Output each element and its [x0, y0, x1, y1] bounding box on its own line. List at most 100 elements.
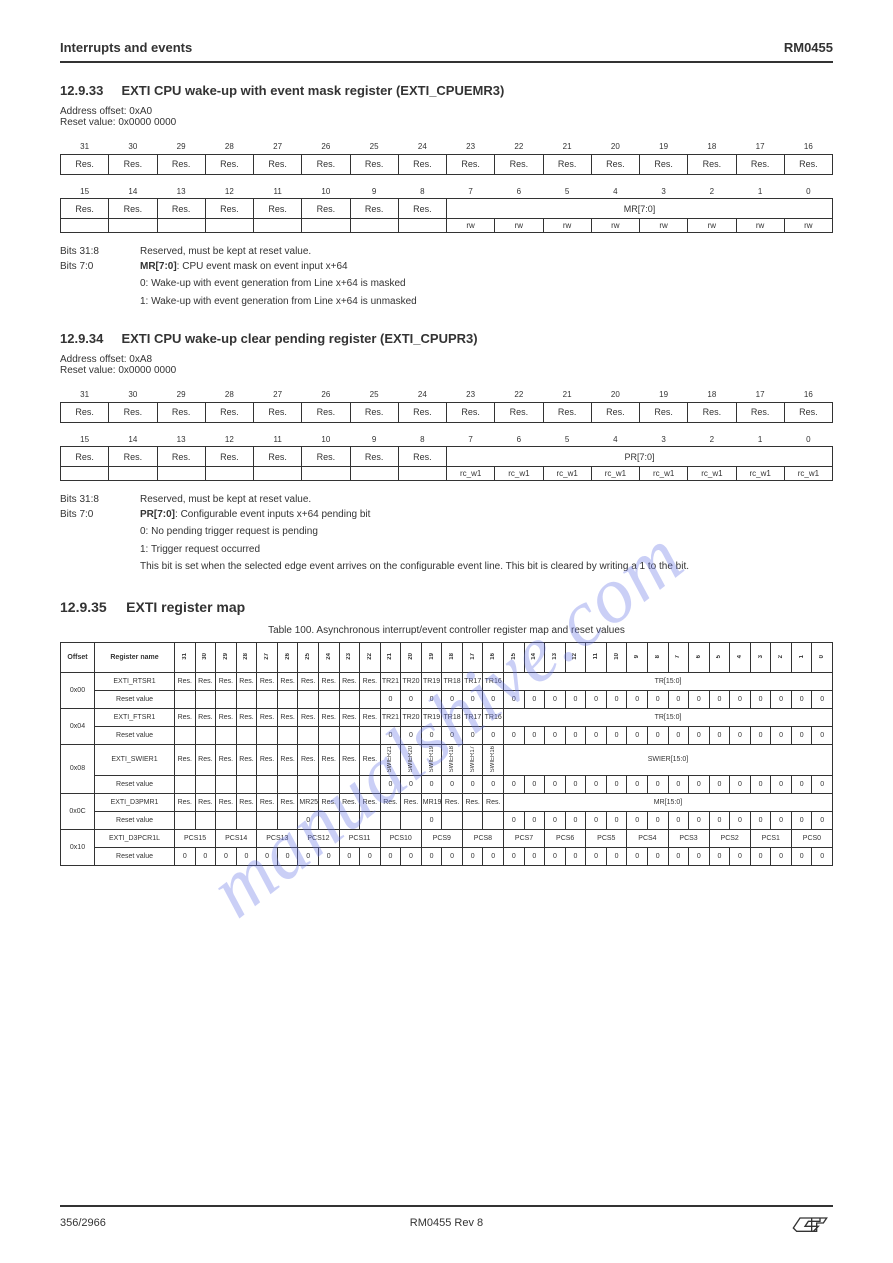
- map-bit-cell: [195, 811, 216, 829]
- map-header-cell: 25: [298, 642, 319, 672]
- bit-cell: 2: [688, 433, 736, 447]
- bit-cell: 31: [61, 140, 109, 154]
- map-bit-cell: 0: [606, 811, 627, 829]
- bit-cell: 25: [350, 388, 398, 402]
- map-bit-cell: 0: [709, 811, 730, 829]
- map-header-cell: 8: [647, 642, 668, 672]
- bit-cell: rc_w1: [688, 467, 736, 481]
- map-bit-cell: 0: [298, 847, 319, 865]
- reg1-field-line: : CPU event mask on event input x+64: [177, 261, 348, 272]
- bit-cell: 3: [640, 433, 688, 447]
- map-bit-cell: 0: [668, 726, 689, 744]
- map-header-cell: 23: [339, 642, 360, 672]
- map-bit-cell: 0: [791, 690, 812, 708]
- bit-cell: 27: [254, 388, 302, 402]
- map-bit-cell: SWIER20: [401, 744, 422, 775]
- map-bit-cell: 0: [504, 775, 525, 793]
- bit-cell: MR[7:0]: [447, 199, 833, 219]
- map-bit-cell: 0: [483, 726, 504, 744]
- bit-cell: Res.: [736, 402, 784, 422]
- map-bit-cell: 0: [277, 847, 298, 865]
- reg1-desc: Bits 31:8Reserved, must be kept at reset…: [60, 245, 833, 309]
- bit-cell: 3: [640, 185, 688, 199]
- map-bit-cell: 0: [627, 726, 648, 744]
- bit-cell: 26: [302, 388, 350, 402]
- reg1-title-text: EXTI CPU wake-up with event mask registe…: [121, 83, 504, 98]
- reg1-table-low: 1514131211109876543210 Res.Res.Res.Res.R…: [60, 185, 833, 234]
- map-bit-cell: [257, 811, 278, 829]
- footer-docid: RM0455 Rev 8: [410, 1217, 483, 1229]
- bit-cell: [61, 219, 109, 233]
- map-bit-cell: 0: [586, 847, 607, 865]
- map-bit-cell: Res.: [216, 672, 237, 690]
- map-bit-cell: PCS5: [586, 829, 627, 847]
- reg1-table-high: 31302928272625242322212019181716 Res.Res…: [60, 140, 833, 175]
- bit-cell: [254, 467, 302, 481]
- map-bit-cell: Res.: [318, 672, 339, 690]
- map-bit-cell: Res.: [236, 744, 257, 775]
- map-bit-cell: [216, 811, 237, 829]
- map-bit-cell: PCS1: [750, 829, 791, 847]
- map-bit-cell: Res.: [175, 708, 196, 726]
- map-bit-cell: 0: [565, 690, 586, 708]
- bit-cell: Res.: [784, 154, 832, 174]
- map-bit-cell: 0: [442, 690, 463, 708]
- map-bit-cell: 0: [524, 847, 545, 865]
- map-header-cell: 26: [277, 642, 298, 672]
- map-header-cell: Offset: [61, 642, 95, 672]
- map-bit-cell: PCS13: [257, 829, 298, 847]
- map-header-cell: 15: [504, 642, 525, 672]
- map-bit-cell: 0: [298, 811, 319, 829]
- map-header-cell: 9: [627, 642, 648, 672]
- map-bit-cell: 0: [812, 690, 833, 708]
- bit-cell: rw: [640, 219, 688, 233]
- bit-cell: rc_w1: [640, 467, 688, 481]
- map-bit-cell: MR[15:0]: [504, 793, 833, 811]
- map-row: Reset value00000000000000000000000000000…: [61, 847, 833, 865]
- map-bit-cell: 0: [771, 726, 792, 744]
- bit-cell: Res.: [398, 199, 446, 219]
- bit-cell: [254, 219, 302, 233]
- st-logo-icon: [787, 1213, 833, 1233]
- bit-cell: Res.: [495, 154, 543, 174]
- map-bit-cell: PCS2: [709, 829, 750, 847]
- map-bit-cell: 0: [421, 726, 442, 744]
- map-bit-cell: [236, 811, 257, 829]
- map-header-cell: 1: [791, 642, 812, 672]
- map-bit-cell: 0: [545, 811, 566, 829]
- bit-cell: 0: [784, 185, 832, 199]
- bit-cell: Res.: [688, 402, 736, 422]
- bit-cell: 4: [591, 185, 639, 199]
- map-bit-cell: 0: [380, 775, 401, 793]
- map-bit-cell: Res.: [442, 793, 463, 811]
- map-header-cell: 17: [462, 642, 483, 672]
- map-bit-cell: 0: [504, 726, 525, 744]
- map-bit-cell: 0: [565, 847, 586, 865]
- map-row: Reset value000000000000000000: [61, 811, 833, 829]
- map-regname-cell: EXTI_RTSR1: [95, 672, 175, 690]
- map-bit-cell: 0: [380, 847, 401, 865]
- bit-cell: 26: [302, 140, 350, 154]
- map-bit-cell: 0: [586, 775, 607, 793]
- map-header-cell: 27: [257, 642, 278, 672]
- map-bit-cell: 0: [730, 775, 751, 793]
- map-bit-cell: [318, 775, 339, 793]
- bit-cell: 10: [302, 433, 350, 447]
- reg1-desc-31-8: Reserved, must be kept at reset value.: [140, 246, 311, 257]
- bit-cell: 20: [591, 388, 639, 402]
- map-bit-cell: 0: [606, 847, 627, 865]
- map-bit-cell: [483, 811, 504, 829]
- section-text: EXTI register map: [126, 599, 245, 615]
- bit-cell: 23: [447, 388, 495, 402]
- map-bit-cell: 0: [627, 775, 648, 793]
- map-header-cell: 28: [236, 642, 257, 672]
- map-bit-cell: Res.: [195, 672, 216, 690]
- bit-cell: 18: [688, 140, 736, 154]
- map-bit-cell: 0: [360, 847, 381, 865]
- map-bit-cell: 0: [462, 690, 483, 708]
- map-bit-cell: [175, 775, 196, 793]
- map-bit-cell: [339, 690, 360, 708]
- map-bit-cell: PCS4: [627, 829, 668, 847]
- map-bit-cell: Res.: [483, 793, 504, 811]
- map-bit-cell: SWIER[15:0]: [504, 744, 833, 775]
